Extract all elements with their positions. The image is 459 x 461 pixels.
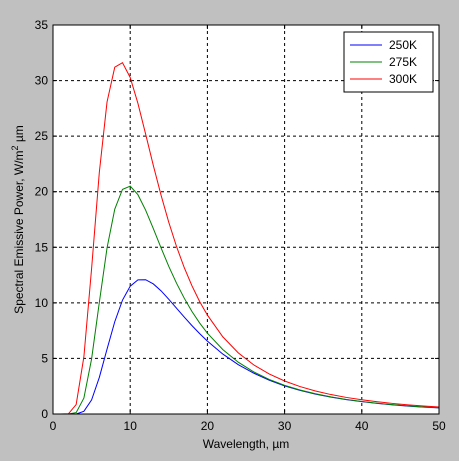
x-tick-label: 40 <box>355 419 369 433</box>
legend: 250K 275K 300K <box>343 31 434 93</box>
y-axis-label-tail: µm <box>12 125 26 145</box>
plot-frame <box>52 24 440 415</box>
series-line-300K <box>53 61 440 415</box>
x-tick-label: 20 <box>201 419 215 433</box>
y-tick-label: 15 <box>35 240 49 254</box>
y-tick-label: 5 <box>41 351 48 365</box>
y-tick-label: 20 <box>35 185 49 199</box>
y-tick-label: 35 <box>35 18 49 32</box>
series-line-275K <box>53 185 440 415</box>
legend-label: 300K <box>389 72 417 86</box>
x-axis-label: Wavelength, µm <box>203 437 290 451</box>
x-tick-label: 50 <box>432 419 446 433</box>
legend-label: 275K <box>389 55 417 69</box>
series-lines <box>53 61 440 415</box>
y-tick-label: 25 <box>35 129 49 143</box>
y-axis-label: Spectral Emissive Power, W/m2 µm <box>10 125 26 314</box>
x-tick-label: 10 <box>124 419 138 433</box>
y-tick-label: 0 <box>41 407 48 421</box>
legend-label: 250K <box>389 38 417 52</box>
y-tick-label: 30 <box>35 74 49 88</box>
x-tick-label: 0 <box>50 419 57 433</box>
y-axis-label-main: Spectral Emissive Power, W/m <box>12 150 26 313</box>
y-axis-label-sup: 2 <box>10 145 20 150</box>
y-tick-label: 10 <box>35 296 49 310</box>
axis-ticks: 0 10 20 30 40 50 0 5 10 15 20 25 30 35 <box>35 18 446 433</box>
x-tick-label: 30 <box>278 419 292 433</box>
